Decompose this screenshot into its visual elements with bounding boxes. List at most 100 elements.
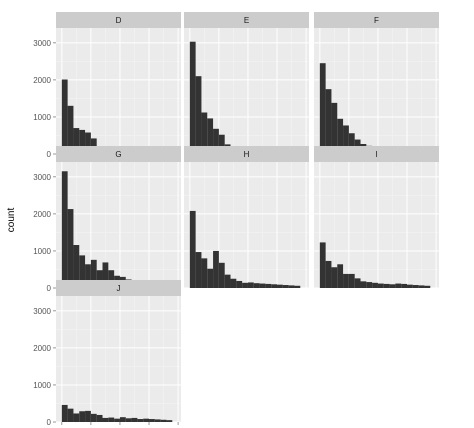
histogram-bar [377,283,384,288]
histogram-bar [108,417,115,422]
histogram-bar [319,63,326,154]
histogram-bar [137,419,144,422]
histogram-bar [218,134,225,154]
histogram-bar [73,245,80,288]
panel-background [56,296,181,422]
histogram-bar [189,41,196,155]
histogram-bar [67,209,74,288]
facet-panel-j: J010002000300005000100001500020000 [33,280,190,428]
histogram-bar [85,132,91,154]
y-tick-label: 3000 [33,173,51,182]
histogram-bar [119,417,126,422]
histogram-bar [253,283,260,288]
facet-panels: D 0 1000 2000 3000 E F G 0 1000 2000 3000 H I J 0 1000 20… [33,12,439,428]
y-tick-label: 2000 [33,344,51,353]
histogram-bar [154,419,161,422]
histogram-bar [102,417,109,422]
histogram-bar [418,285,425,288]
histogram-bar [348,273,355,288]
histogram-bar [201,258,208,288]
histogram-bar [265,283,272,288]
histogram-bar [319,242,326,288]
histogram-bar [61,79,68,154]
histogram-bar [90,259,97,288]
histogram-bar [67,408,74,422]
histogram-bar [207,118,214,154]
y-tick-label: 1000 [33,247,51,256]
histogram-bar [160,419,167,422]
histogram-bar [242,282,248,288]
histogram-bar [325,260,332,288]
facet-panel-d: D 0 1000 2000 3000 [33,12,181,159]
histogram-bar [337,118,344,154]
facet-strip [56,280,181,296]
histogram-bar [61,404,68,422]
y-tick-label: 2000 [33,210,51,219]
facet-strip [184,12,309,28]
facet-strip [56,12,181,28]
histogram-bar [108,270,115,288]
histogram-bar [79,255,86,288]
histogram-bar [96,414,103,422]
histogram-bar [218,262,225,288]
histogram-bar [131,417,138,422]
histogram-bar [201,112,208,154]
histogram-bar [195,76,202,154]
histogram-bar [343,125,349,154]
histogram-bar [288,285,295,288]
facet-panel-g: G 0 1000 2000 3000 [33,146,181,293]
histogram-bar [85,410,91,422]
histogram-bar [331,102,338,154]
histogram-bar [337,264,344,288]
histogram-bar [207,268,214,288]
histogram-bar [125,418,132,422]
histogram-bar [247,282,254,288]
y-axis-title: count [6,208,17,233]
histogram-bar [143,418,150,422]
facet-strip [314,12,439,28]
histogram-bar [79,411,86,422]
facet-panel-f: F [314,12,439,155]
y-tick-label: 0 [47,284,52,293]
y-tick-label: 3000 [33,39,51,48]
histogram-bar [360,281,367,288]
facet-panel-e: E [184,12,309,155]
histogram-bar [90,413,97,422]
y-tick-label: 1000 [33,381,51,390]
histogram-bar [277,284,283,288]
histogram-bar [343,273,349,288]
histogram-bar [271,284,278,288]
histogram-bar [189,210,196,288]
histogram-bar [383,283,390,288]
histogram-bar [424,285,431,288]
facet-strip [314,146,439,162]
histogram-bar [389,284,396,288]
histogram-bar [325,89,332,154]
facet-strip-label: F [374,16,379,25]
histogram-bar [401,283,408,288]
histogram-bar [102,262,109,288]
histogram-bar [230,278,237,288]
histogram-bar [224,274,231,288]
histogram-bar [195,252,202,288]
histogram-bar [61,171,68,288]
histogram-bar [96,270,103,288]
histogram-bar [85,264,91,288]
facet-strip-label: H [244,150,250,159]
histogram-bar [412,285,419,288]
histogram-bar [67,105,74,154]
histogram-bar [372,282,378,288]
histogram-bar [73,413,80,422]
histogram-bar [213,250,219,288]
y-tick-label: 0 [47,418,52,427]
histogram-bar [348,133,355,154]
histogram-bar [79,129,86,154]
histogram-bar [213,128,219,154]
facet-strip [56,146,181,162]
facet-panel-h: H [184,146,309,289]
histogram-bar [259,283,266,288]
facet-strip-label: G [115,150,121,159]
y-tick-label: 1000 [33,113,51,122]
histogram-bar [294,285,301,288]
